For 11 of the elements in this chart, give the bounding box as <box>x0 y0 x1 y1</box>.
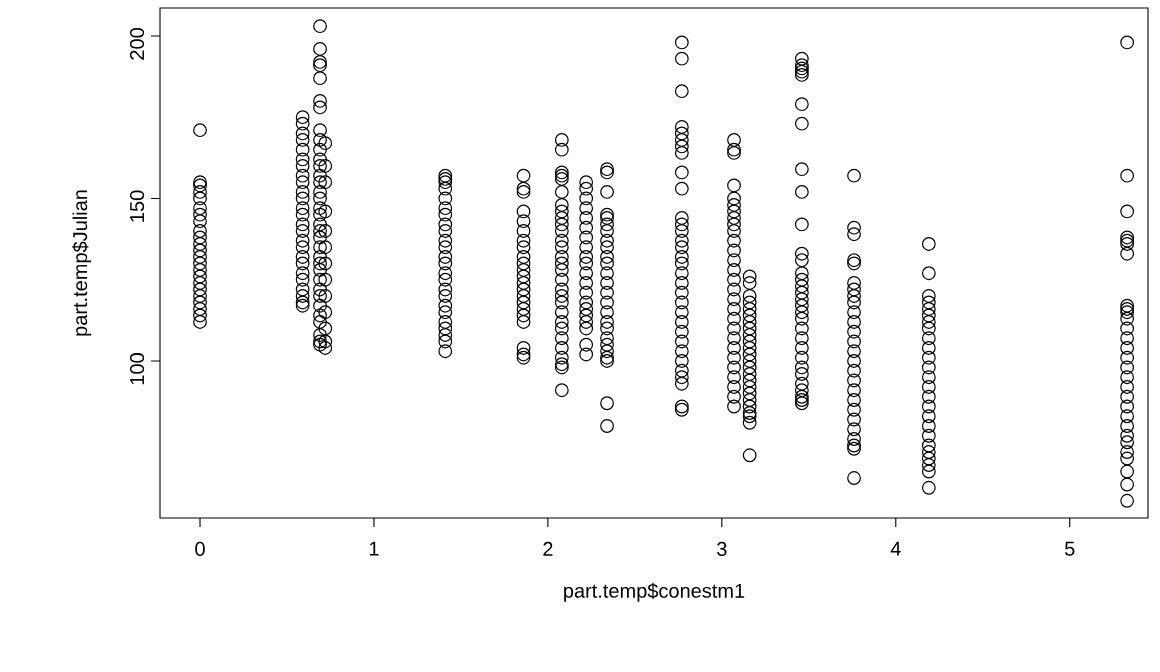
x-tick-label: 3 <box>717 541 727 557</box>
y-tick-label: 150 <box>129 190 145 222</box>
y-axis-title: part.temp$Julian <box>72 190 92 336</box>
x-tick-label: 0 <box>195 541 205 557</box>
x-tick-label: 1 <box>369 541 379 556</box>
y-tick-label: 100 <box>129 353 145 385</box>
y-tick-label: 200 <box>129 28 145 60</box>
x-tick-label: 4 <box>890 541 901 556</box>
x-tick-label: 2 <box>543 541 553 556</box>
x-axis-title: part.temp$conestm1 <box>564 582 745 602</box>
x-tick-label: 5 <box>1064 541 1075 556</box>
